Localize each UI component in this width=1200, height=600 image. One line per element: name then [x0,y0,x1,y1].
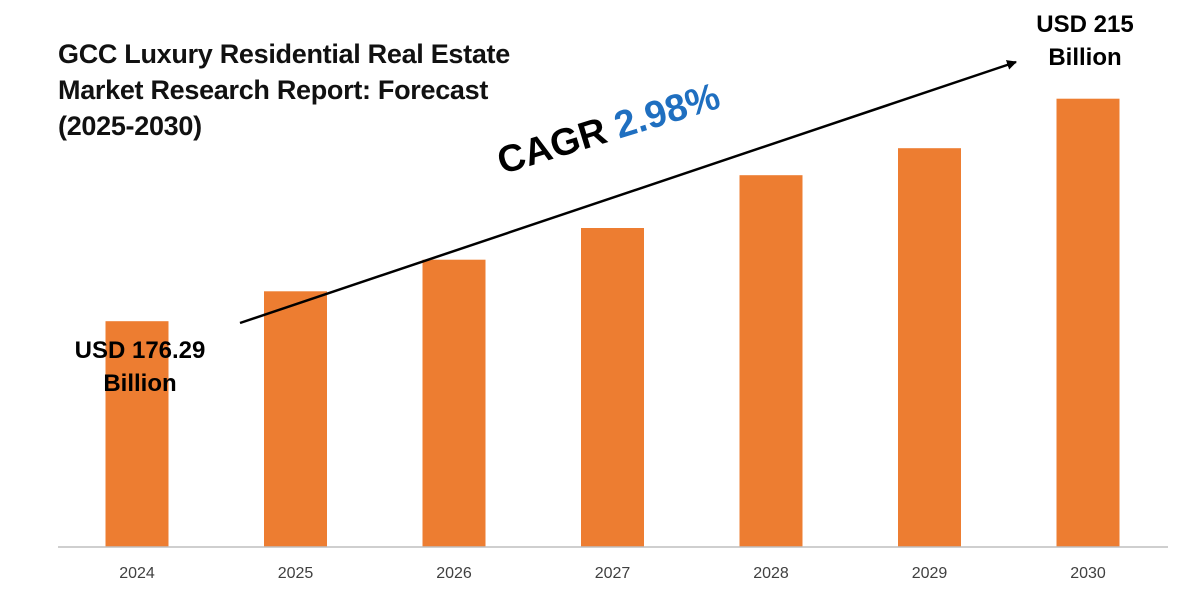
x-tick-label-2028: 2028 [753,565,789,582]
bar-2025 [264,291,327,547]
x-tick-labels: 2024 2025 2026 2027 2028 2029 2030 [119,565,1106,582]
start-value-label: USD 176.29 Billion [70,334,210,400]
bar-2028 [739,175,803,547]
x-tick-label-2029: 2029 [912,565,948,582]
x-tick-label-2027: 2027 [595,565,631,582]
start-value-unit: Billion [103,370,177,397]
x-tick-label-2024: 2024 [119,565,155,582]
x-tick-label-2025: 2025 [278,565,314,582]
bars-group [105,98,1120,547]
chart-title-line-1: GCC Luxury Residential Real Estate [58,39,510,69]
bar-2030 [1056,98,1120,547]
start-value-amount: USD 176.29 [74,337,206,364]
chart-title-line-3: (2025-2030) [58,111,202,141]
end-value-label: USD 215 Billion [1010,8,1160,74]
chart-title-line-2: Market Research Report: Forecast [58,75,489,105]
x-tick-label-2030: 2030 [1070,565,1106,582]
chart-title: GCC Luxury Residential Real Estate Marke… [58,36,538,144]
end-value-unit: Billion [1048,44,1122,71]
bar-2026 [422,259,486,547]
bar-2029 [898,148,961,547]
bar-2024 [105,321,169,547]
cagr-trend-arrow [239,60,1017,325]
x-tick-label-2026: 2026 [436,565,472,582]
end-value-amount: USD 215 [1036,11,1134,38]
bar-2027 [581,228,644,547]
